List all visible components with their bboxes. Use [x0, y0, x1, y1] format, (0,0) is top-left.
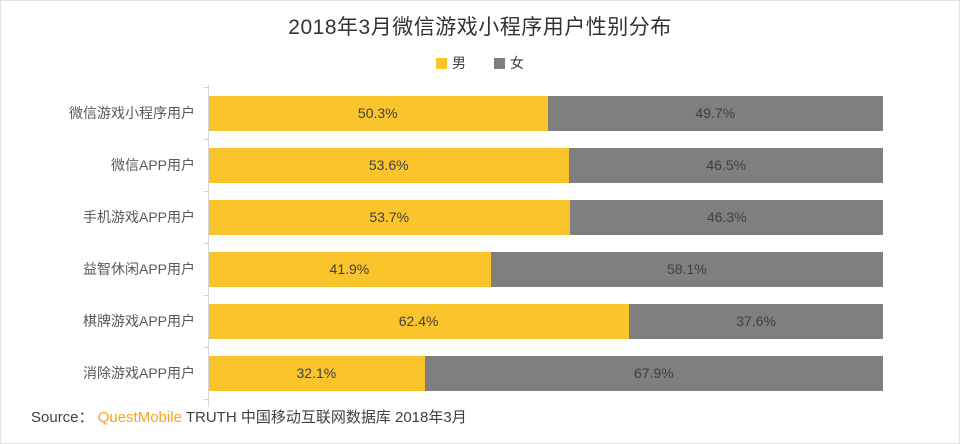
axis-tick	[204, 243, 208, 244]
bar-segment-female[interactable]: 67.9%	[424, 355, 883, 391]
legend-item-male[interactable]: 男	[436, 53, 466, 73]
bar-segment-male[interactable]: 41.9%	[208, 251, 491, 287]
axis-tick	[204, 347, 208, 348]
bar-track: 53.6% 46.5%	[208, 147, 883, 183]
value-label-female: 67.9%	[633, 365, 674, 381]
legend-label-female: 女	[510, 55, 524, 71]
axis-tick	[204, 191, 208, 192]
value-label-female: 49.7%	[695, 105, 736, 121]
bar-chart-rows: 微信游戏小程序用户 50.3% 49.7% 微信APP用户 53.6% 46.5…	[1, 87, 959, 399]
value-label-female: 37.6%	[736, 313, 776, 329]
bar-segment-male[interactable]: 32.1%	[208, 355, 425, 391]
bar-track: 62.4% 37.6%	[208, 303, 883, 339]
bar-segment-female[interactable]: 37.6%	[629, 303, 883, 339]
category-label: 微信游戏小程序用户	[69, 105, 195, 121]
axis-tick	[204, 139, 208, 140]
source-brand: QuestMobile	[97, 409, 182, 426]
bar-segment-male[interactable]: 53.7%	[208, 199, 571, 235]
value-label-male: 50.3%	[357, 105, 398, 121]
legend: 男 女	[1, 55, 959, 71]
source-rest: TRUTH 中国移动互联网数据库 2018年3月	[185, 409, 467, 426]
bar-segment-male[interactable]: 62.4%	[208, 303, 630, 339]
female-swatch-icon	[494, 57, 505, 69]
category-label: 益智休闲APP用户	[82, 261, 195, 277]
table-row: 微信APP用户 53.6% 46.5%	[1, 139, 959, 191]
axis-tick	[204, 295, 208, 296]
bar-chart: 微信游戏小程序用户 50.3% 49.7% 微信APP用户 53.6% 46.5…	[1, 85, 959, 407]
source-prefix: Source：	[31, 409, 94, 426]
legend-label-male: 男	[452, 55, 466, 71]
value-label-male: 41.9%	[329, 261, 370, 277]
bar-segment-female[interactable]: 46.3%	[570, 199, 883, 235]
bar-segment-male[interactable]: 53.6%	[208, 147, 570, 183]
table-row: 益智休闲APP用户 41.9% 58.1%	[1, 243, 959, 295]
value-label-male: 53.6%	[368, 157, 409, 173]
source-line: Source： QuestMobile TRUTH 中国移动互联网数据库 201…	[1, 406, 959, 427]
page-title: 2018年3月微信游戏小程序用户性别分布	[288, 16, 672, 39]
bar-track: 41.9% 58.1%	[208, 251, 883, 287]
value-label-male: 53.7%	[369, 209, 410, 225]
bar-track: 32.1% 67.9%	[208, 355, 883, 391]
category-label: 微信APP用户	[110, 157, 195, 173]
value-label-male: 32.1%	[296, 365, 337, 381]
table-row: 棋牌游戏APP用户 62.4% 37.6%	[1, 295, 959, 347]
bar-segment-female[interactable]: 58.1%	[490, 251, 883, 287]
axis-tick	[204, 399, 208, 400]
bar-segment-female[interactable]: 46.5%	[569, 147, 883, 183]
bar-segment-male[interactable]: 50.3%	[208, 95, 548, 131]
y-axis-line	[208, 85, 209, 407]
legend-item-female[interactable]: 女	[494, 53, 524, 73]
value-label-female: 46.5%	[706, 157, 747, 173]
value-label-female: 58.1%	[667, 261, 707, 277]
category-label: 消除游戏APP用户	[82, 365, 195, 381]
value-label-female: 46.3%	[706, 209, 747, 225]
axis-tick	[204, 87, 208, 88]
category-label: 棋牌游戏APP用户	[82, 313, 195, 329]
bar-track: 53.7% 46.3%	[208, 199, 883, 235]
bar-track: 50.3% 49.7%	[208, 95, 883, 131]
male-swatch-icon	[436, 57, 447, 69]
category-label: 手机游戏APP用户	[82, 209, 195, 225]
table-row: 微信游戏小程序用户 50.3% 49.7%	[1, 87, 959, 139]
table-row: 手机游戏APP用户 53.7% 46.3%	[1, 191, 959, 243]
bar-segment-female[interactable]: 49.7%	[547, 95, 883, 131]
table-row: 消除游戏APP用户 32.1% 67.9%	[1, 347, 959, 399]
value-label-male: 62.4%	[398, 313, 439, 329]
